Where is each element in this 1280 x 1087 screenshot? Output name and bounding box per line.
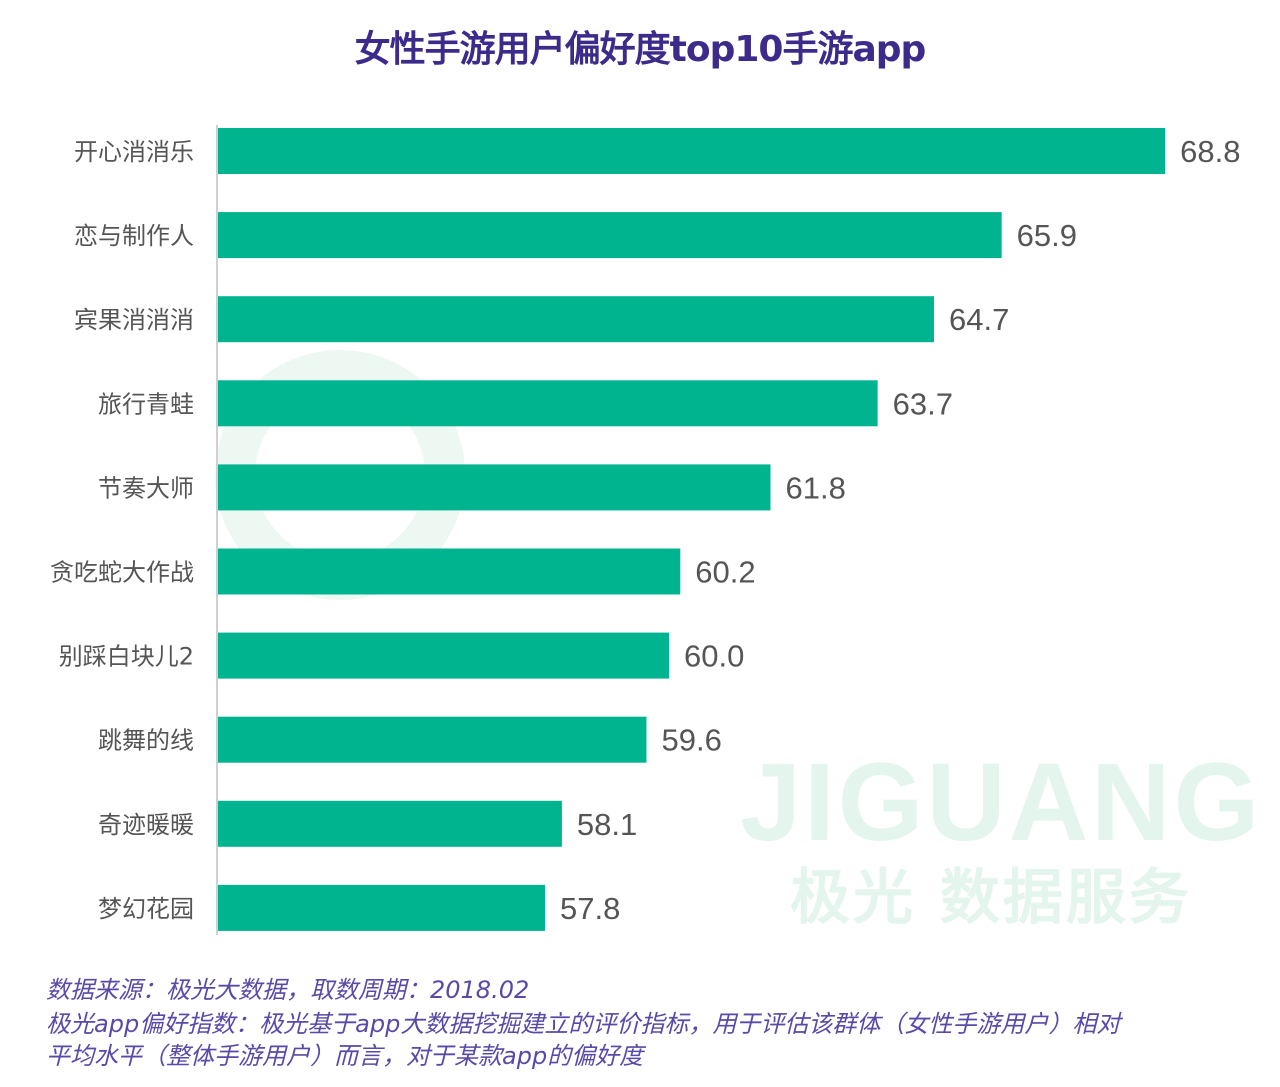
bar <box>218 380 878 427</box>
value-label: 65.9 <box>1017 218 1077 253</box>
category-label: 跳舞的线 <box>98 727 194 755</box>
category-label: 节奏大师 <box>98 474 194 502</box>
bar <box>218 212 1002 259</box>
category-label: 宾果消消消 <box>74 306 194 334</box>
footer-note-line2: 平均水平（整体手游用户）而言，对于某款app的偏好度 <box>46 1042 644 1070</box>
value-label: 59.6 <box>661 723 721 758</box>
category-label: 开心消消乐 <box>74 138 194 166</box>
bar <box>218 128 1166 174</box>
value-label: 58.1 <box>577 807 637 842</box>
footer-source: 数据来源：极光大数据，取数周期：2018.02 <box>46 976 530 1004</box>
category-label: 贪吃蛇大作战 <box>50 559 194 587</box>
value-label: 64.7 <box>949 302 1009 337</box>
bar <box>218 548 681 595</box>
category-label: 旅行青蛙 <box>98 390 194 418</box>
bar <box>218 884 545 931</box>
bar <box>218 464 771 511</box>
category-label: 恋与制作人 <box>74 222 194 250</box>
footer-note-line1: 极光app偏好指数：极光基于app大数据挖掘建立的评价指标，用于评估该群体（女性… <box>46 1010 1121 1038</box>
bar-chart: 开心消消乐 68.8 恋与制作人 65.9 宾果消消消 64.7 旅行青蛙 63.7 节奏大师 6… <box>50 125 1241 935</box>
bar <box>218 296 935 343</box>
category-label: 别踩白块儿2 <box>59 643 194 671</box>
chart-title: 女性手游用户偏好度top10手游app <box>354 29 927 70</box>
value-label: 61.8 <box>786 470 846 505</box>
category-label: 梦幻花园 <box>98 895 194 923</box>
value-label: 60.0 <box>684 639 744 674</box>
value-label: 63.7 <box>893 386 953 421</box>
value-label: 60.2 <box>695 555 755 590</box>
bar <box>218 632 670 679</box>
bar <box>218 800 562 847</box>
bar <box>218 716 647 763</box>
category-label: 奇迹暖暖 <box>98 811 194 839</box>
value-label: 57.8 <box>560 891 620 926</box>
value-label: 68.8 <box>1180 134 1240 169</box>
